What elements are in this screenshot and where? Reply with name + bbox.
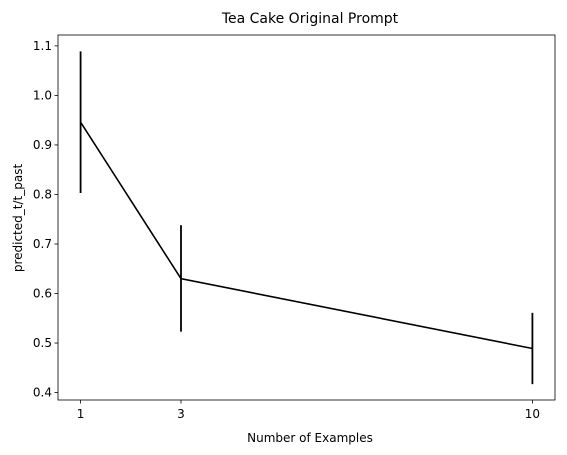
plot-frame	[57, 34, 556, 401]
series-line	[79, 121, 533, 350]
y-tick-label: 0.5	[33, 336, 52, 350]
y-tick-label: 0.9	[33, 138, 52, 152]
y-tick-label: 1.0	[33, 88, 52, 102]
y-axis-label: predicted_t/t_past	[11, 164, 25, 273]
x-axis-label: Number of Examples	[247, 431, 373, 445]
chart-title: Tea Cake Original Prompt	[221, 11, 399, 27]
y-tick-label: 1.1	[33, 39, 52, 53]
plot-area: 0.4 0.5 0.6 0.7 0.8 0.9 1.0 1.1 1 3 10	[33, 34, 556, 421]
x-tick-label: 3	[177, 407, 185, 421]
y-tick-label: 0.7	[33, 237, 52, 251]
x-tick-label: 1	[77, 407, 85, 421]
y-tick-label: 0.6	[33, 287, 52, 301]
y-tick-label: 0.4	[33, 386, 52, 400]
y-tick-label: 0.8	[33, 187, 52, 201]
x-tick-label: 10	[525, 407, 540, 421]
